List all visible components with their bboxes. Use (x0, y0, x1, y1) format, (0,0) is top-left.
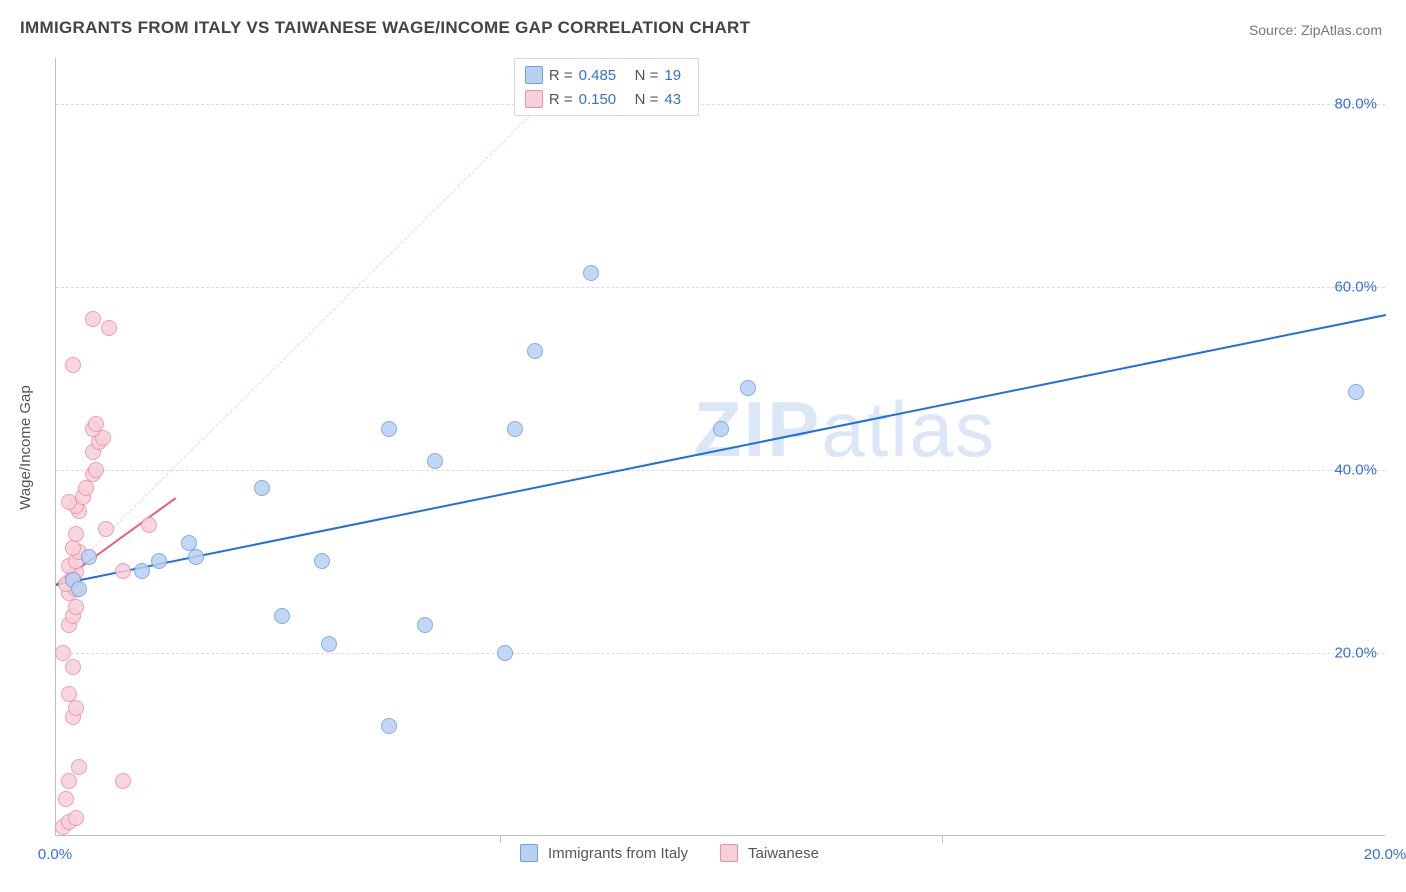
data-point-pink (98, 521, 114, 537)
data-point-blue (254, 480, 270, 496)
data-point-pink (68, 599, 84, 615)
data-point-blue (71, 581, 87, 597)
y-tick-label: 20.0% (1334, 644, 1377, 661)
data-point-blue (274, 608, 290, 624)
r-value: 0.485 (579, 67, 621, 84)
y-tick-label: 60.0% (1334, 278, 1377, 295)
data-point-blue (583, 265, 599, 281)
x-tick-label: 20.0% (1364, 846, 1406, 863)
stats-legend-row: R = 0.150 N = 43 (525, 87, 689, 111)
data-point-pink (61, 686, 77, 702)
data-point-pink (58, 791, 74, 807)
data-point-blue (381, 421, 397, 437)
data-point-pink (78, 480, 94, 496)
data-point-pink (68, 700, 84, 716)
r-label: R = (549, 67, 573, 84)
data-point-blue (417, 617, 433, 633)
trend-line-blue (56, 314, 1386, 586)
data-point-blue (740, 380, 756, 396)
data-point-pink (71, 759, 87, 775)
r-value: 0.150 (579, 91, 621, 108)
gridline-h (56, 470, 1385, 471)
data-point-blue (134, 563, 150, 579)
data-point-blue (427, 453, 443, 469)
legend-label: Taiwanese (748, 845, 819, 862)
data-point-blue (497, 645, 513, 661)
watermark: ZIPatlas (694, 384, 996, 475)
scatter-plot: ZIPatlas 20.0% 40.0% 60.0% 80.0% (55, 58, 1385, 836)
x-tick (942, 835, 943, 843)
n-label: N = (635, 91, 659, 108)
data-point-blue (713, 421, 729, 437)
gridline-h (56, 104, 1385, 105)
n-value: 43 (664, 91, 688, 108)
series-legend: Immigrants from Italy Taiwanese (520, 844, 841, 862)
data-point-pink (141, 517, 157, 533)
data-point-blue (314, 553, 330, 569)
y-axis-label: Wage/Income Gap (17, 385, 34, 510)
data-point-pink (55, 645, 71, 661)
data-point-pink (65, 659, 81, 675)
chart-title: IMMIGRANTS FROM ITALY VS TAIWANESE WAGE/… (20, 18, 750, 38)
data-point-blue (151, 553, 167, 569)
data-point-pink (85, 311, 101, 327)
legend-swatch (525, 66, 543, 84)
trend-dash-pink (56, 58, 589, 585)
data-point-pink (115, 563, 131, 579)
data-point-blue (188, 549, 204, 565)
data-point-pink (68, 810, 84, 826)
legend-swatch (720, 844, 738, 862)
stats-legend-row: R = 0.485 N = 19 (525, 63, 689, 87)
data-point-blue (527, 343, 543, 359)
legend-swatch (520, 844, 538, 862)
n-value: 19 (664, 67, 688, 84)
n-label: N = (635, 67, 659, 84)
gridline-h (56, 653, 1385, 654)
data-point-blue (1348, 384, 1364, 400)
r-label: R = (549, 91, 573, 108)
data-point-pink (65, 540, 81, 556)
gridline-h (56, 287, 1385, 288)
data-point-blue (507, 421, 523, 437)
legend-label: Immigrants from Italy (548, 845, 688, 862)
source-attribution: Source: ZipAtlas.com (1249, 22, 1382, 38)
stats-legend: R = 0.485 N = 19 R = 0.150 N = 43 (514, 58, 700, 116)
x-tick (500, 835, 501, 843)
data-point-pink (68, 526, 84, 542)
data-point-pink (88, 416, 104, 432)
x-tick-label: 0.0% (38, 846, 72, 863)
data-point-blue (81, 549, 97, 565)
y-axis-label-wrap: Wage/Income Gap (10, 58, 40, 836)
data-point-blue (381, 718, 397, 734)
data-point-blue (321, 636, 337, 652)
data-point-pink (88, 462, 104, 478)
y-tick-label: 40.0% (1334, 461, 1377, 478)
data-point-pink (65, 357, 81, 373)
data-point-pink (115, 773, 131, 789)
y-tick-label: 80.0% (1334, 95, 1377, 112)
data-point-pink (61, 773, 77, 789)
legend-swatch (525, 90, 543, 108)
data-point-pink (101, 320, 117, 336)
